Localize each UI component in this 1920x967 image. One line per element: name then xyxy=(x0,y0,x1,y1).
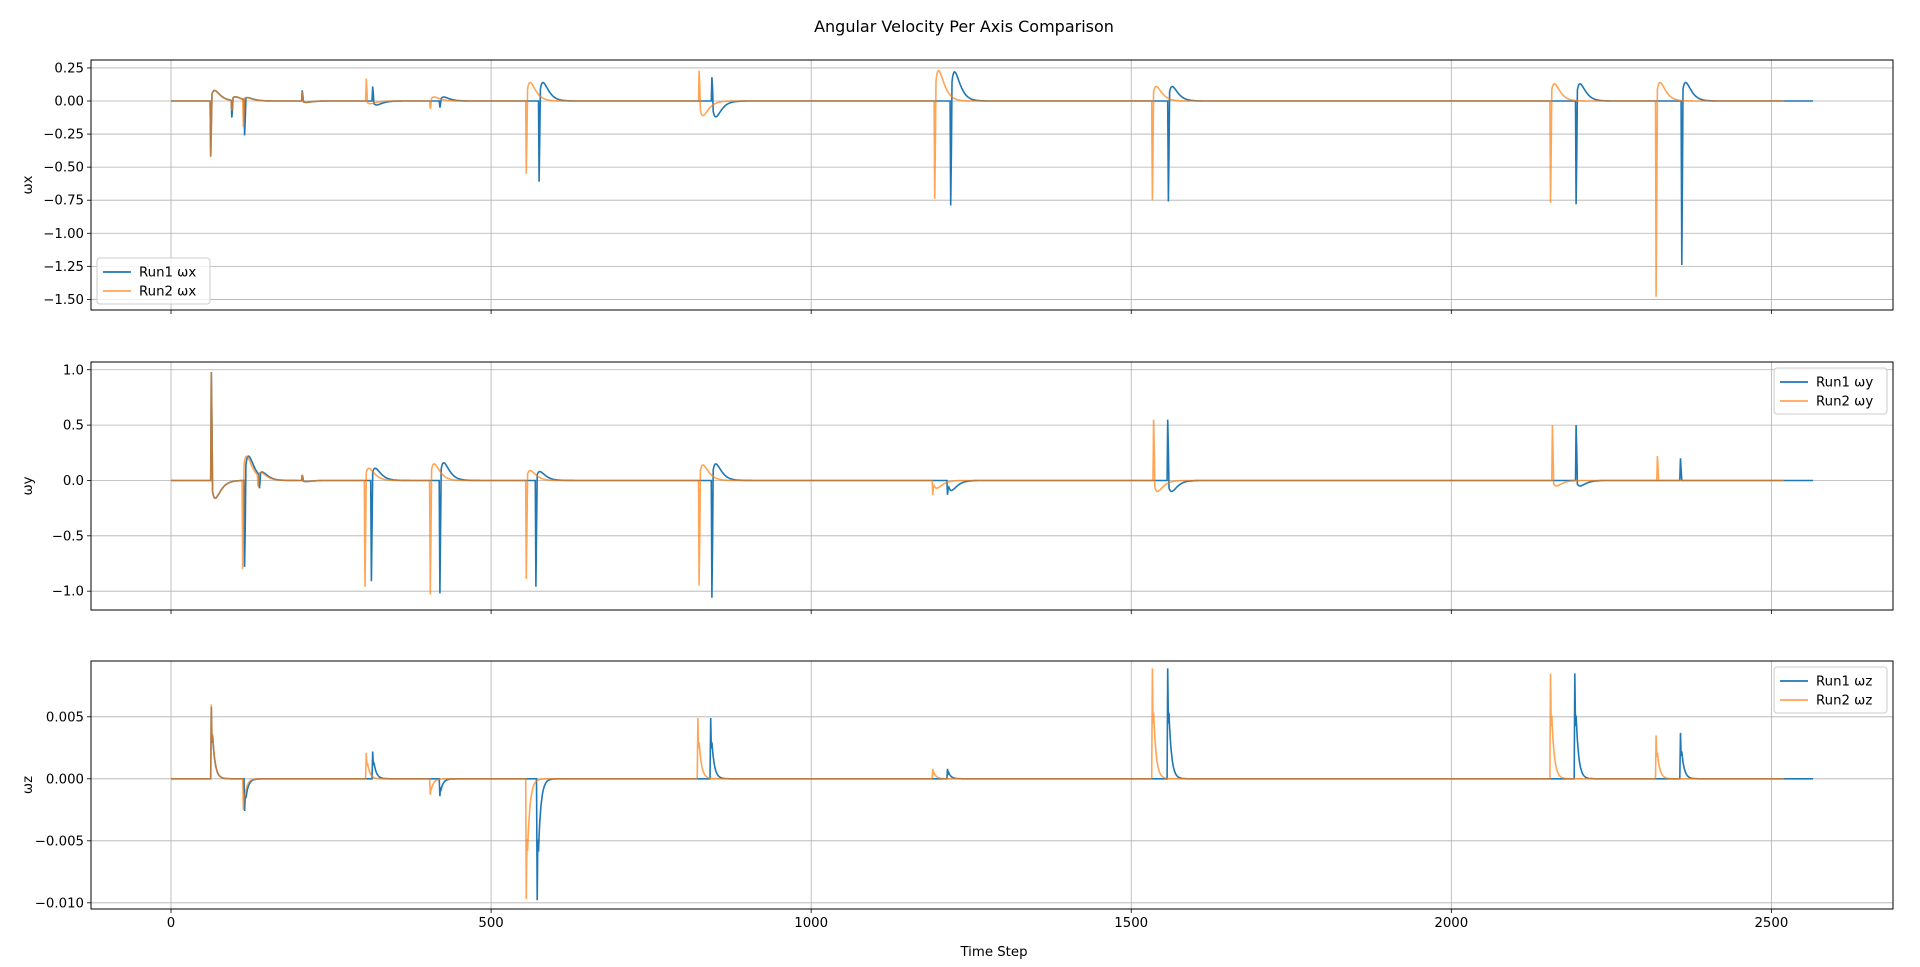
y-tick-label: −0.75 xyxy=(43,194,84,209)
y-tick-label: −0.25 xyxy=(43,128,84,143)
series-line-run1 xyxy=(171,371,1813,598)
y-tick-label: 1.0 xyxy=(63,363,84,378)
y-axis-label: ωx xyxy=(21,175,36,194)
y-tick-label: 0.005 xyxy=(46,710,84,725)
x-tick-label: 2000 xyxy=(1434,916,1468,931)
legend-entry: Run2 ωx xyxy=(139,285,196,300)
y-tick-label: −1.00 xyxy=(43,227,84,242)
y-tick-label: 0.25 xyxy=(54,61,84,76)
y-tick-label: −1.0 xyxy=(52,585,84,600)
series-line-run2 xyxy=(171,69,1785,297)
y-tick-label: 0.5 xyxy=(63,419,84,434)
y-tick-label: −1.50 xyxy=(43,293,84,308)
y-tick-label: 0.000 xyxy=(46,772,84,787)
legend-entry: Run2 ωz xyxy=(1816,694,1872,709)
legend-entry: Run1 ωy xyxy=(1816,376,1873,391)
y-tick-label: −0.005 xyxy=(35,834,84,849)
y-tick-label: 0.00 xyxy=(54,95,84,110)
x-tick-label: 1000 xyxy=(794,916,828,931)
x-tick-label: 0 xyxy=(167,916,175,931)
legend-entry: Run2 ωy xyxy=(1816,395,1873,410)
legend-entry: Run1 ωx xyxy=(139,266,196,281)
legend: Run1 ωz Run2 ωz xyxy=(1773,666,1888,714)
y-tick-label: −0.50 xyxy=(43,161,84,176)
y-tick-label: −1.25 xyxy=(43,260,84,275)
y-axis-label: ωy xyxy=(21,476,36,495)
x-tick-label: 2500 xyxy=(1754,916,1788,931)
x-axis-label: Time Step xyxy=(959,945,1027,960)
subplot-omega-z: 0 500 1000 1500 2000 2500 0.005 0.000 −0.005 −0.0… xyxy=(21,660,1894,931)
x-tick-label: 1500 xyxy=(1114,916,1148,931)
series-line-run2 xyxy=(171,668,1785,900)
legend-entry: Run1 ωz xyxy=(1816,675,1872,690)
y-tick-label: 0.0 xyxy=(63,474,84,489)
x-tick-label: 500 xyxy=(478,916,503,931)
legend: Run1 ωy Run2 ωy xyxy=(1773,367,1888,415)
y-axis-label: ωz xyxy=(21,776,36,794)
series-line-run2 xyxy=(171,371,1785,595)
y-tick-label: −0.5 xyxy=(52,529,84,544)
legend: Run1 ωx Run2 ωx xyxy=(96,257,211,305)
figure-title: Angular Velocity Per Axis Comparison xyxy=(814,17,1114,36)
y-tick-label: −0.010 xyxy=(35,896,84,911)
subplot-omega-y: 1.0 0.5 0.0 −0.5 −1.0 ωy Run1 ωy Run2 ωy xyxy=(21,361,1894,614)
subplot-omega-x: 0.25 0.00 −0.25 −0.50 −0.75 −1.00 −1.25 −1.50 ωx… xyxy=(21,59,1894,314)
series-line-run1 xyxy=(171,668,1813,901)
